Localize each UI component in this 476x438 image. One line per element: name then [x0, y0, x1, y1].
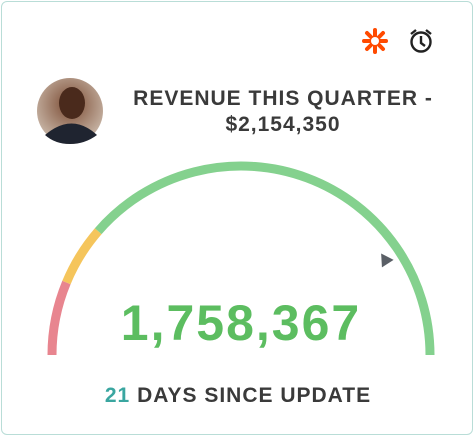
gauge-band	[47, 280, 71, 356]
gauge-band	[94, 161, 435, 356]
alarm-icon[interactable]	[410, 29, 432, 53]
footer: 21 DAYS SINCE UPDATE	[0, 384, 476, 408]
days-count: 21	[104, 384, 131, 407]
avatar	[37, 78, 103, 144]
gauge-value: 1,758,367	[121, 295, 361, 351]
gauge-marker	[381, 253, 394, 268]
gauge-title: REVENUE THIS QUARTER - $2,154,350	[133, 87, 433, 136]
footer-text: DAYS SINCE UPDATE	[137, 384, 372, 407]
gauge-band	[62, 228, 102, 285]
zapier-icon[interactable]	[362, 28, 388, 54]
